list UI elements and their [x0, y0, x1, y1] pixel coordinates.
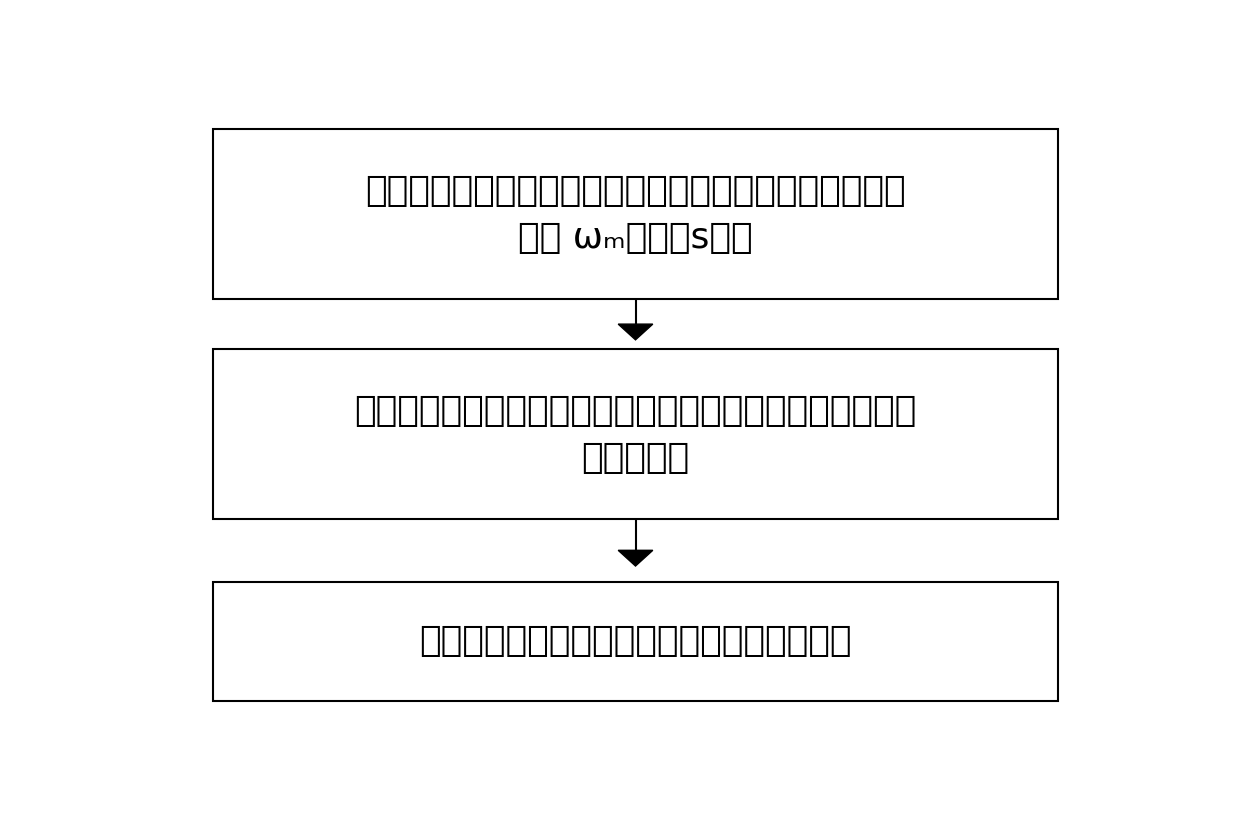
Text: 转速 ωₘ和滑差s变化: 转速 ωₘ和滑差s变化: [518, 220, 753, 255]
Polygon shape: [619, 324, 652, 339]
Bar: [213, 129, 1058, 299]
Text: 求解感应电动机转子向量形式的暂态电势微分方程得到暂态: 求解感应电动机转子向量形式的暂态电势微分方程得到暂态: [355, 393, 916, 428]
Text: 获得扰动后感应电动机的电流相应和功率响应: 获得扰动后感应电动机的电流相应和功率响应: [419, 624, 852, 659]
Text: 电势的变化: 电势的变化: [582, 441, 689, 475]
Bar: [213, 582, 1058, 701]
Bar: [213, 349, 1058, 519]
Polygon shape: [619, 550, 652, 566]
Text: 计算电源发生对称或不对称故障电压跌落时感应电动机的: 计算电源发生对称或不对称故障电压跌落时感应电动机的: [366, 174, 905, 207]
